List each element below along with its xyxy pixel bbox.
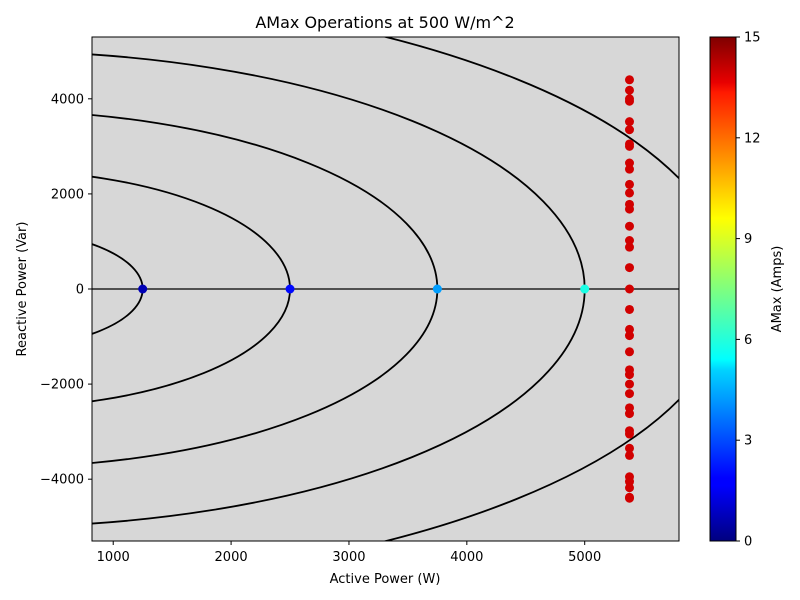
x-axis-label: Active Power (W) xyxy=(330,572,441,587)
y-axis-ticks: −4000 −2000 0 2000 4000 xyxy=(40,92,92,488)
y-tick-label: 0 xyxy=(76,283,84,298)
x-axis-ticks: 1000 2000 3000 4000 5000 xyxy=(97,541,601,565)
scatter-point xyxy=(624,493,634,503)
scatter-point xyxy=(624,429,634,439)
scatter-point xyxy=(624,125,634,135)
scatter-point xyxy=(624,141,634,151)
scatter-point xyxy=(624,370,634,380)
scatter-point xyxy=(624,379,634,389)
y-tick-label: −4000 xyxy=(40,473,84,488)
scatter-point xyxy=(624,331,634,341)
scatter-point xyxy=(624,85,634,95)
scatter-point xyxy=(624,477,634,487)
scatter-point xyxy=(580,284,590,294)
scatter-point xyxy=(624,164,634,174)
chart-title: AMax Operations at 500 W/m^2 xyxy=(255,13,514,32)
x-tick-label: 1000 xyxy=(97,550,130,565)
y-tick-label: 2000 xyxy=(51,187,84,202)
scatter-point xyxy=(624,204,634,214)
scatter-point xyxy=(624,158,634,168)
x-tick-label: 5000 xyxy=(568,550,601,565)
colorbar-ticks: 0 3 6 9 12 15 xyxy=(736,31,761,550)
scatter-point xyxy=(624,188,634,198)
y-tick-label: 4000 xyxy=(51,92,84,107)
scatter-point xyxy=(624,242,634,252)
scatter-points xyxy=(138,75,634,503)
colorbar-tick-label: 9 xyxy=(744,232,752,247)
x-tick-label: 4000 xyxy=(450,550,483,565)
scatter-point xyxy=(285,284,295,294)
x-tick-label: 3000 xyxy=(332,550,365,565)
scatter-point xyxy=(624,221,634,231)
colorbar-tick-label: 3 xyxy=(744,434,752,449)
y-tick-label: −2000 xyxy=(40,378,84,393)
scatter-point xyxy=(624,236,634,246)
colorbar-tick-label: 15 xyxy=(744,31,761,46)
x-tick-label: 2000 xyxy=(215,550,248,565)
scatter-point xyxy=(624,450,634,460)
colorbar-tick-label: 12 xyxy=(744,131,761,146)
scatter-point xyxy=(624,409,634,419)
scatter-point xyxy=(624,304,634,314)
scatter-point xyxy=(624,483,634,493)
scatter-point xyxy=(624,179,634,189)
scatter-point xyxy=(624,117,634,127)
colorbar-label: AMax (Amps) xyxy=(770,246,785,333)
scatter-point xyxy=(624,96,634,106)
scatter-point xyxy=(624,75,634,85)
scatter-point xyxy=(624,347,634,357)
colorbar-tick-label: 6 xyxy=(744,333,752,348)
scatter-point xyxy=(624,443,634,453)
scatter-point xyxy=(624,389,634,399)
scatter-point xyxy=(624,263,634,273)
y-axis-label: Reactive Power (Var) xyxy=(15,222,30,357)
scatter-point xyxy=(624,324,634,334)
scatter-point xyxy=(138,284,148,294)
colorbar xyxy=(709,36,737,542)
scatter-point xyxy=(432,284,442,294)
scatter-point xyxy=(624,284,634,294)
colorbar-tick-label: 0 xyxy=(744,535,752,550)
